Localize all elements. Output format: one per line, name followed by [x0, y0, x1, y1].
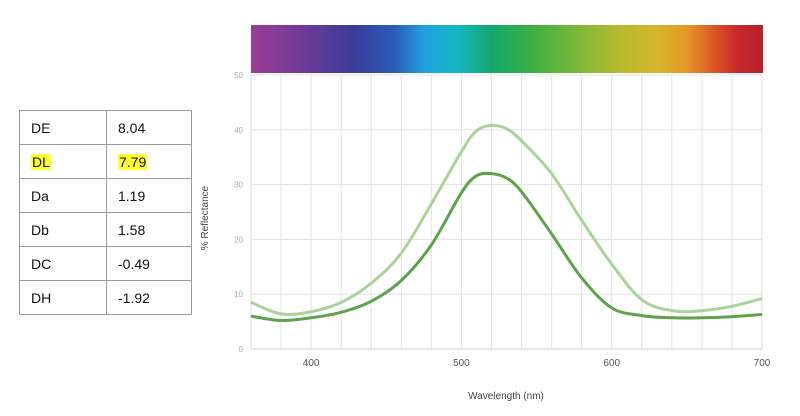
metric-value: 1.58: [106, 212, 192, 247]
table-row: Db 1.58: [19, 212, 192, 247]
metric-value-text: 7.79: [118, 153, 148, 170]
spectrum-bar: [251, 25, 763, 73]
x-tick-label: 500: [453, 358, 470, 369]
metric-value-text: -1.92: [118, 289, 150, 306]
metric-name: Db: [19, 212, 107, 247]
metric-value-text: 8.04: [118, 119, 146, 136]
y-tick-label: 20: [234, 235, 243, 244]
y-tick-labels: 0 10 20 30 40 50: [234, 71, 243, 354]
metric-value: -0.49: [106, 246, 192, 281]
table-row: DL 7.79: [19, 144, 192, 179]
metric-name: DH: [19, 280, 107, 315]
metric-name: Da: [19, 178, 107, 213]
x-tick-label: 600: [603, 358, 620, 369]
table-row: DH -1.92: [19, 280, 192, 315]
y-tick-label: 0: [239, 345, 244, 354]
table-row: DC -0.49: [19, 246, 192, 281]
metric-name-text: DC: [31, 255, 52, 272]
y-tick-label: 10: [234, 290, 243, 299]
metric-name-text: DL: [31, 153, 51, 170]
color-difference-table: DE 8.04 DL 7.79 Da 1.19 Db 1.58 DC -0.49 DH -1.92: [19, 110, 192, 315]
y-tick-label: 30: [234, 181, 243, 190]
chart-series: [250, 123, 763, 323]
x-tick-label: 700: [754, 358, 771, 369]
series-line-2: [250, 171, 763, 323]
y-tick-label: 40: [234, 126, 243, 135]
chart-grid: [250, 74, 763, 350]
metric-name-text: Da: [31, 187, 49, 204]
metric-value-text: -0.49: [118, 255, 150, 272]
metric-value-text: 1.58: [118, 221, 146, 238]
metric-name: DE: [19, 110, 107, 145]
x-axis-title: Wavelength (nm): [468, 391, 544, 402]
y-axis-title: % Reflectance: [200, 185, 211, 250]
metric-name-text: DH: [31, 289, 52, 306]
metric-name-text: DE: [31, 119, 51, 136]
metric-value: 8.04: [106, 110, 192, 145]
metric-value-text: 1.19: [118, 187, 146, 204]
table-row: Da 1.19: [19, 178, 192, 213]
table-row: DE 8.04: [19, 110, 192, 145]
y-tick-label: 50: [234, 71, 243, 80]
x-tick-label: 400: [303, 358, 320, 369]
metric-value: 7.79: [106, 144, 192, 179]
metric-value: 1.19: [106, 178, 192, 213]
series-line-1: [250, 123, 763, 317]
x-tick-labels: 400 500 600 700: [303, 358, 771, 369]
metric-value: -1.92: [106, 280, 192, 315]
metric-name-text: Db: [31, 221, 49, 238]
